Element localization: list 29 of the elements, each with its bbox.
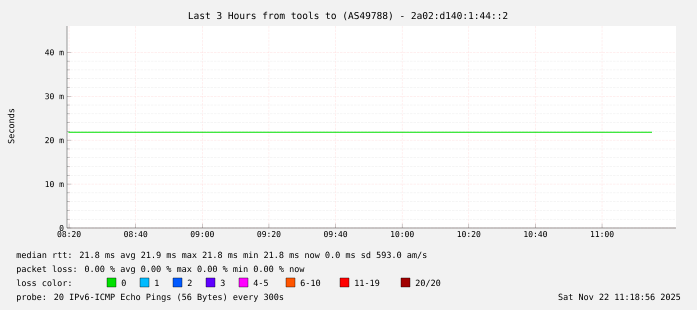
text: median rtt: 21.8 ms avg 21.9 ms max 21.8 ms min 21.8 ms now 0.0 ms sd 593.0 am/s — [16, 252, 426, 260]
text: probe: 20 IPv6-ICMP Echo Pings (56 Bytes) every 300s — [16, 294, 284, 302]
legend-label: 20/20 — [416, 280, 440, 287]
x-tick-label: 09:40 — [324, 231, 348, 238]
y-tick-label: 10 m — [46, 181, 64, 188]
y-tick-label: 40 m — [45, 49, 64, 56]
y-tick-label: 0 — [60, 224, 64, 232]
legend-label: 1 — [155, 280, 159, 286]
x-tick-label: 10:40 — [524, 231, 547, 238]
legend-label: 2 — [188, 280, 192, 286]
legend-label: 11-19 — [355, 280, 380, 286]
x-tick-label: 10:00 — [391, 231, 414, 238]
legend-label: 3 — [220, 280, 225, 286]
x-tick-label: 09:20 — [257, 231, 280, 238]
text: packet loss: 0.00 % avg 0.00 % max 0.00 % min 0.00 % now — [16, 265, 304, 274]
x-tick-label: 08:40 — [124, 231, 148, 238]
legend-title: loss color: — [16, 279, 70, 286]
y-tick-label: 30 m — [45, 93, 64, 100]
y-tick-label: 20 m — [45, 137, 64, 144]
x-tick-label: 08:20 — [58, 231, 81, 238]
chart-title: Last 3 Hours from tools to (AS49788) - 2a02:d140:1:44::2 — [188, 12, 508, 20]
text: Sat Nov 22 11:18:56 2025 — [558, 294, 680, 300]
x-tick-label: 11:00 — [590, 231, 614, 238]
legend-label: 0 — [122, 280, 126, 286]
legend-label: 4-5 — [254, 280, 268, 286]
y-axis-title: Seconds — [8, 108, 14, 144]
legend-label: 6-10 — [300, 280, 320, 286]
x-tick-label: 09:00 — [190, 231, 214, 238]
x-tick-label: 10:20 — [458, 231, 480, 238]
